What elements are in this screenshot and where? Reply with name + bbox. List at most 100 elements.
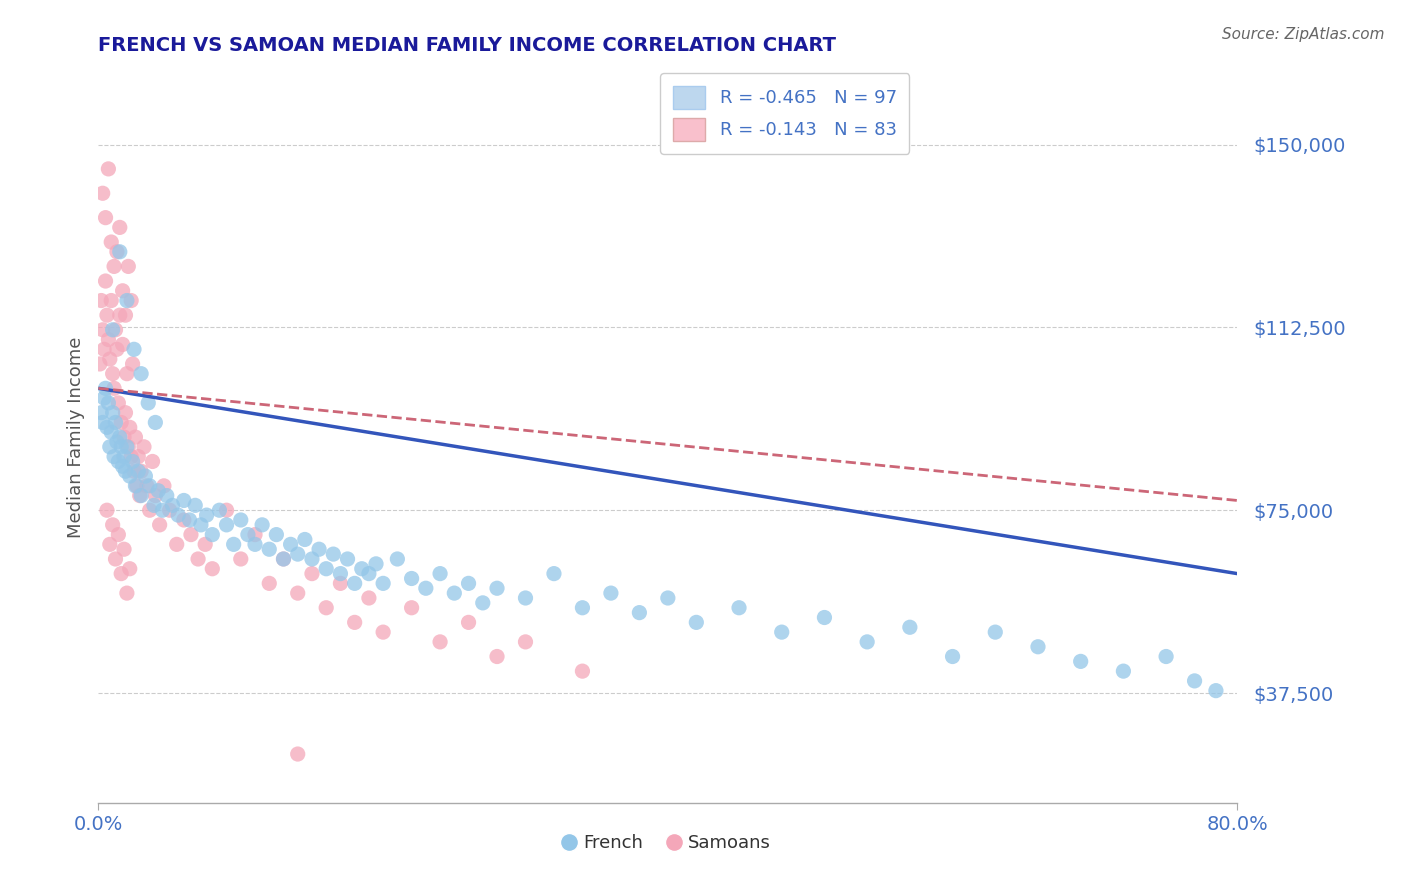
Point — [229, 552, 252, 566]
Point — [770, 625, 793, 640]
Point — [90, 406, 112, 420]
Point — [515, 591, 537, 605]
Point — [89, 357, 111, 371]
Point — [173, 493, 195, 508]
Point — [138, 503, 160, 517]
Point — [429, 566, 451, 581]
Point — [628, 606, 651, 620]
Point — [373, 625, 395, 640]
Point — [97, 333, 120, 347]
Point — [148, 483, 170, 498]
Point — [350, 562, 373, 576]
Point — [107, 527, 129, 541]
Point — [91, 186, 114, 201]
Point — [280, 537, 302, 551]
Point — [308, 542, 330, 557]
Point — [315, 600, 337, 615]
Point — [287, 547, 309, 561]
Point — [108, 308, 131, 322]
Point — [117, 260, 139, 274]
Point — [301, 566, 323, 581]
Point — [1112, 664, 1135, 678]
Point — [184, 499, 207, 513]
Point — [166, 537, 188, 551]
Point — [194, 537, 217, 551]
Point — [110, 440, 132, 454]
Point — [105, 244, 128, 259]
Point — [115, 586, 138, 600]
Point — [103, 260, 125, 274]
Point — [273, 552, 295, 566]
Point — [111, 284, 134, 298]
Point — [122, 343, 145, 357]
Point — [357, 566, 380, 581]
Point — [107, 396, 129, 410]
Point — [107, 454, 129, 468]
Point — [259, 542, 281, 557]
Point — [100, 293, 122, 308]
Point — [364, 557, 387, 571]
Point — [443, 586, 465, 600]
Point — [115, 293, 138, 308]
Point — [96, 420, 118, 434]
Point — [571, 664, 593, 678]
Point — [136, 396, 159, 410]
Point — [141, 454, 163, 468]
Point — [91, 323, 114, 337]
Point — [112, 430, 135, 444]
Point — [117, 440, 139, 454]
Point — [96, 308, 118, 322]
Point — [250, 517, 273, 532]
Point — [145, 416, 167, 430]
Point — [104, 552, 127, 566]
Point — [132, 440, 155, 454]
Point — [124, 430, 146, 444]
Point — [94, 274, 117, 288]
Point — [329, 576, 352, 591]
Point — [457, 576, 479, 591]
Point — [942, 649, 965, 664]
Legend: French, Samoans: French, Samoans — [558, 827, 778, 860]
Text: FRENCH VS SAMOAN MEDIAN FAMILY INCOME CORRELATION CHART: FRENCH VS SAMOAN MEDIAN FAMILY INCOME CO… — [98, 36, 837, 54]
Y-axis label: Median Family Income: Median Family Income — [66, 336, 84, 538]
Point — [138, 479, 160, 493]
Point — [167, 508, 190, 522]
Point — [728, 600, 751, 615]
Point — [128, 489, 150, 503]
Point — [190, 517, 212, 532]
Point — [153, 479, 176, 493]
Point — [486, 649, 509, 664]
Point — [114, 406, 136, 420]
Point — [101, 406, 124, 420]
Point — [401, 572, 423, 586]
Point — [329, 566, 352, 581]
Point — [120, 450, 142, 464]
Point — [208, 503, 231, 517]
Point — [543, 566, 565, 581]
Point — [287, 586, 309, 600]
Point — [127, 450, 149, 464]
Point — [127, 464, 149, 478]
Point — [373, 576, 395, 591]
Point — [159, 503, 181, 517]
Point — [111, 459, 134, 474]
Point — [124, 479, 146, 493]
Point — [343, 615, 366, 630]
Point — [162, 499, 184, 513]
Point — [94, 381, 117, 395]
Point — [156, 489, 179, 503]
Point — [1154, 649, 1177, 664]
Point — [266, 527, 288, 541]
Point — [173, 513, 195, 527]
Point — [98, 537, 121, 551]
Point — [387, 552, 409, 566]
Point — [145, 489, 167, 503]
Point — [118, 562, 141, 576]
Point — [1184, 673, 1206, 688]
Point — [236, 527, 259, 541]
Point — [336, 552, 359, 566]
Point — [222, 537, 245, 551]
Point — [201, 527, 224, 541]
Point — [115, 367, 138, 381]
Point — [121, 454, 143, 468]
